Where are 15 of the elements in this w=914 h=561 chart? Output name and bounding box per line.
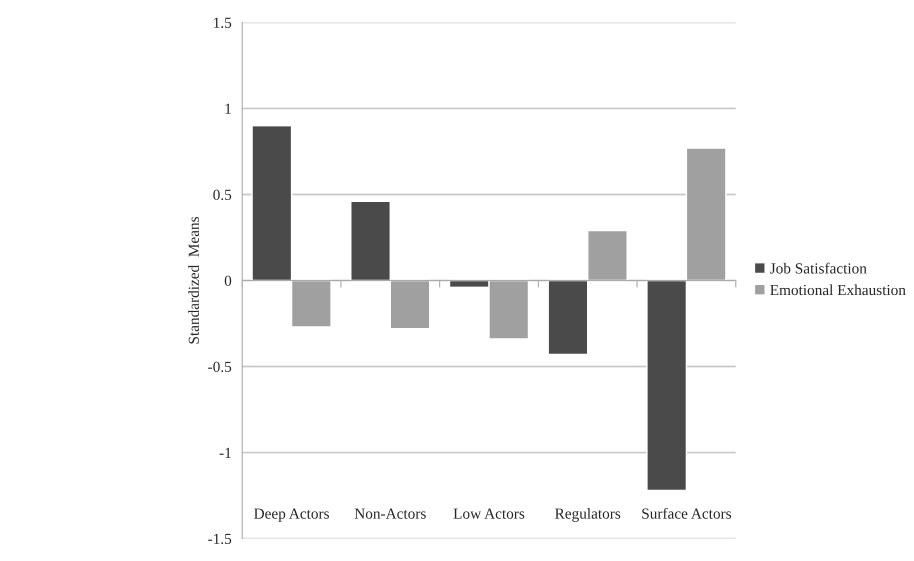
x-tick-label: Regulators <box>555 508 620 522</box>
legend-label: Emotional Exhaustion <box>770 284 906 296</box>
y-tick-label: -1.5 <box>208 534 232 544</box>
y-tick-label: 1 <box>226 104 231 114</box>
x-tick-label: Deep Actors <box>254 508 329 522</box>
y-tick-label: 0.5 <box>213 190 232 200</box>
x-tick-label: Low Actors <box>454 508 524 519</box>
legend-label: Job Satisfaction <box>770 262 867 274</box>
x-tick-label: Non-Actors <box>354 508 426 519</box>
y-axis-title: Standardized Means <box>188 216 199 344</box>
y-tick-label: -1 <box>220 448 231 458</box>
x-tick-label: Surface Actors <box>642 508 732 519</box>
y-tick-label: 1.5 <box>214 18 232 28</box>
y-tick-label: 0 <box>224 276 232 286</box>
y-tick-label: -0.5 <box>208 362 232 372</box>
